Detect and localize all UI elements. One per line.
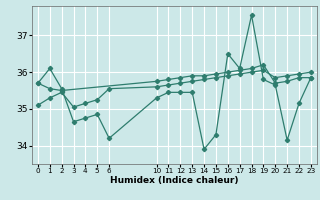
X-axis label: Humidex (Indice chaleur): Humidex (Indice chaleur) — [110, 176, 239, 185]
